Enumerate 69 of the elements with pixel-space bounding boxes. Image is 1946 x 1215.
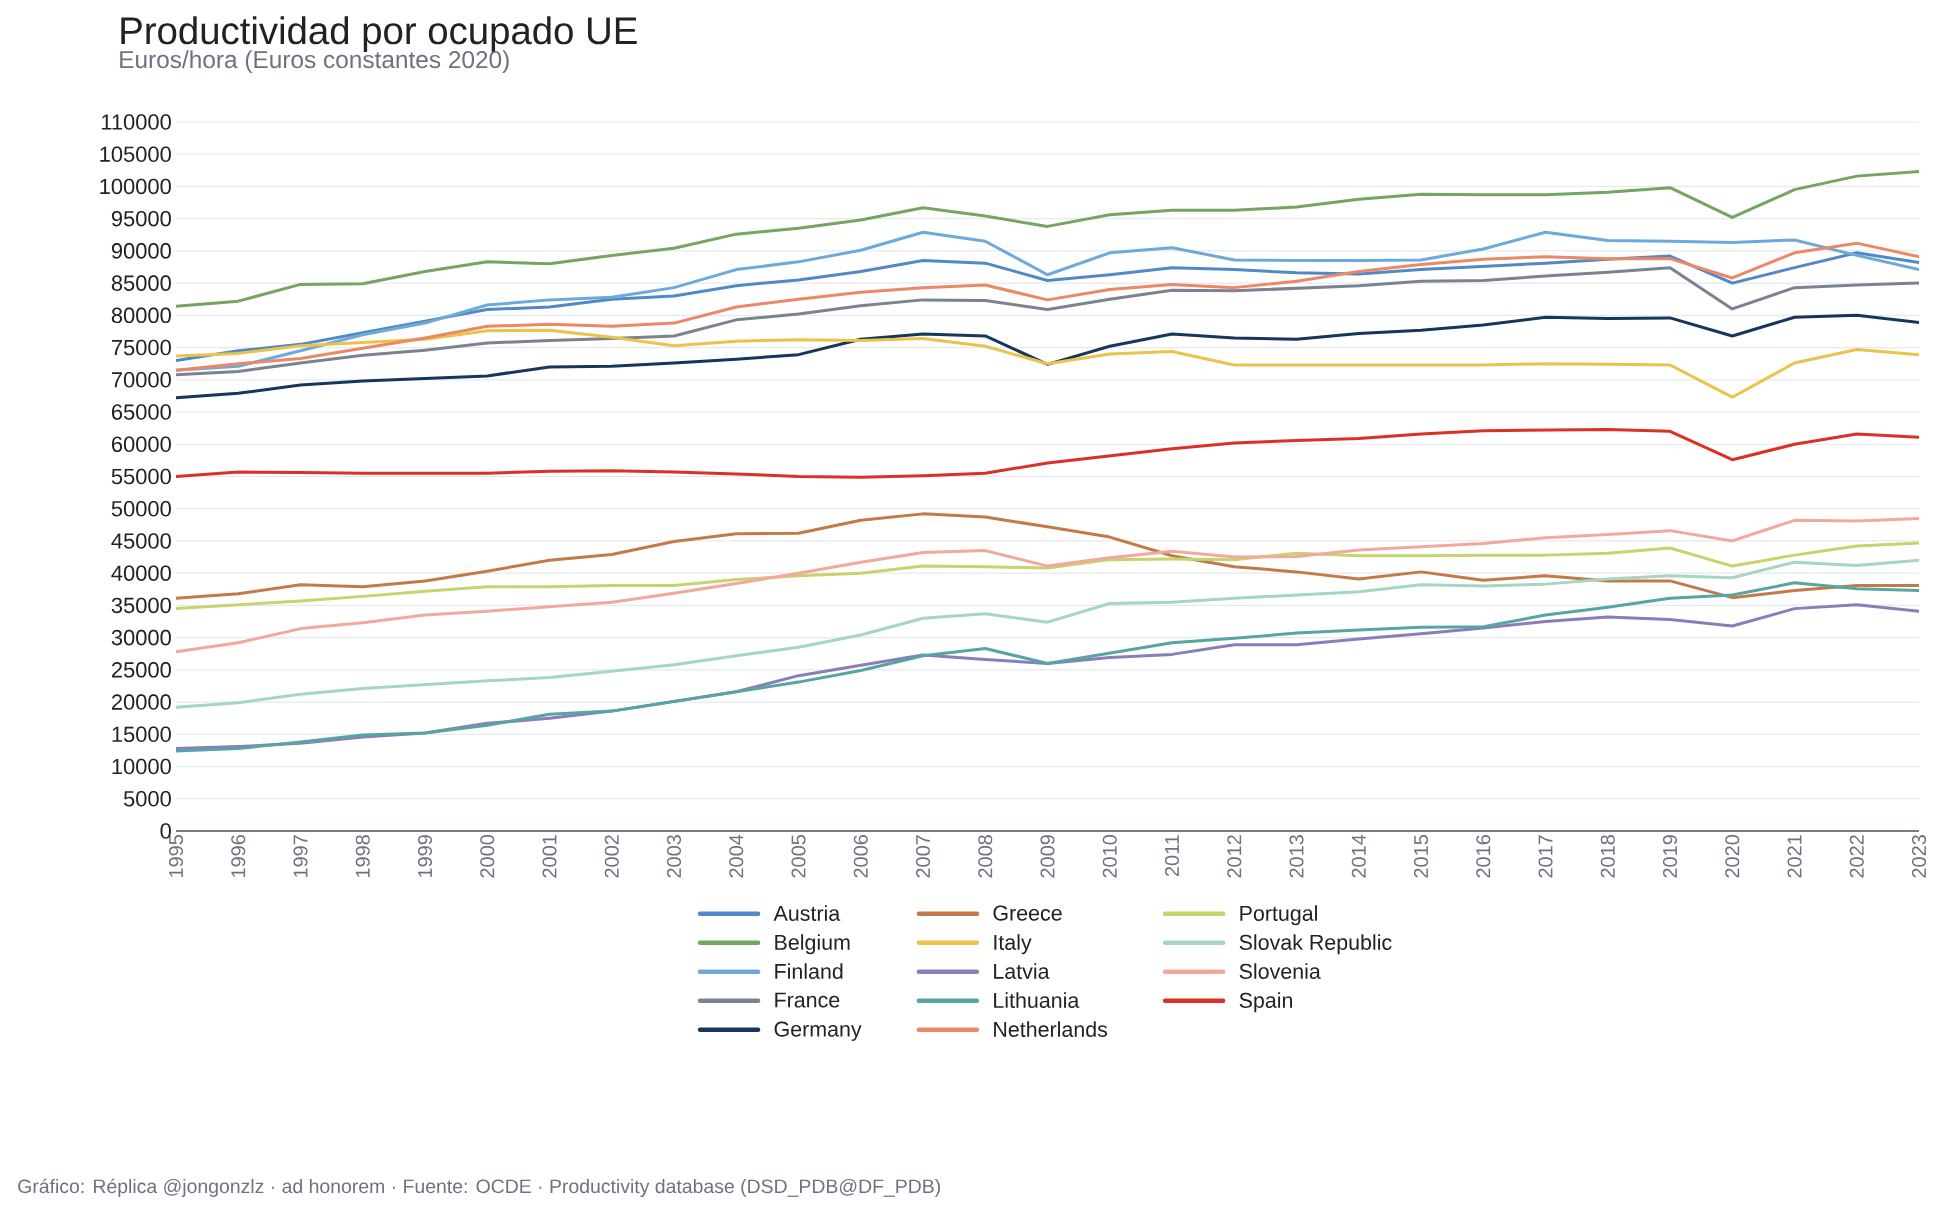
x-tick-label: 1995 bbox=[168, 835, 184, 878]
x-tick-label: 1996 bbox=[231, 835, 246, 878]
x-tick-label: 1999 bbox=[417, 835, 433, 878]
x-tick-label: 2013 bbox=[1289, 835, 1304, 878]
y-tick-label: 110000 bbox=[101, 114, 171, 130]
y-tick-label: 55000 bbox=[111, 468, 171, 485]
x-tick-label: 2007 bbox=[915, 835, 931, 878]
y-tick-label: 40000 bbox=[111, 565, 171, 581]
y-tick-label: 30000 bbox=[111, 629, 171, 646]
legend-label: Finland bbox=[775, 963, 843, 979]
x-tick-label: 2015 bbox=[1413, 835, 1429, 878]
x-tick-label: 2016 bbox=[1476, 835, 1491, 878]
y-tick-label: 100000 bbox=[100, 178, 171, 195]
y-tick-label: 80000 bbox=[111, 307, 171, 324]
legend-label: Lithuania bbox=[994, 992, 1080, 1008]
x-tick-label: 2001 bbox=[542, 835, 557, 878]
x-tick-label: 2021 bbox=[1787, 835, 1802, 878]
legend-label: Netherlands bbox=[994, 1021, 1108, 1037]
legend-label: Austria bbox=[773, 905, 841, 921]
legend-label: Germany bbox=[774, 1021, 862, 1041]
x-tick-label: 2010 bbox=[1102, 834, 1117, 878]
x-tick-label: 2005 bbox=[791, 835, 806, 878]
legend-label: Greece bbox=[993, 905, 1062, 921]
x-tick-label: 2009 bbox=[1040, 835, 1055, 878]
x-tick-label: 2019 bbox=[1662, 835, 1678, 878]
y-tick-label: 50000 bbox=[111, 500, 171, 517]
x-tick-label: 2006 bbox=[853, 835, 868, 878]
text: Gráfico: Réplica @jongonzlz · ad honorem · Fuente: OCDE · Productivity database (DSD_PDB@DF_PDB) bbox=[18, 1178, 940, 1198]
x-tick-label: 2011 bbox=[1164, 835, 1180, 877]
y-tick-label: 0 bbox=[160, 823, 171, 839]
x-tick-label: 2008 bbox=[978, 835, 993, 878]
x-tick-label: 2022 bbox=[1849, 835, 1864, 878]
legend-label: Portugal bbox=[1240, 905, 1317, 926]
legend-label: Slovenia bbox=[1239, 963, 1321, 979]
y-tick-label: 70000 bbox=[111, 372, 171, 388]
y-tick-label: 25000 bbox=[111, 662, 171, 678]
x-tick-label: 2020 bbox=[1725, 834, 1740, 878]
legend-label: Slovak Republic bbox=[1239, 934, 1392, 955]
y-tick-label: 15000 bbox=[112, 726, 171, 743]
x-tick-label: 2018 bbox=[1600, 835, 1615, 878]
legend-label: France bbox=[775, 992, 840, 1008]
y-tick-label: 5000 bbox=[123, 791, 171, 807]
y-tick-label: 90000 bbox=[111, 243, 171, 259]
y-tick-label: 75000 bbox=[111, 339, 171, 356]
x-tick-label: 2004 bbox=[729, 834, 744, 878]
legend-label: Latvia bbox=[994, 963, 1050, 979]
x-tick-label: 2014 bbox=[1351, 834, 1366, 878]
y-tick-label: 20000 bbox=[111, 694, 171, 710]
legend-label: Spain bbox=[1239, 992, 1293, 1013]
line-series bbox=[176, 170, 1920, 308]
y-tick-label: 60000 bbox=[111, 436, 171, 453]
x-tick-label: 2012 bbox=[1227, 835, 1242, 878]
line-series bbox=[176, 512, 1920, 600]
x-tick-label: 2000 bbox=[480, 834, 495, 878]
y-tick-label: 35000 bbox=[111, 597, 171, 614]
legend-label: Belgium bbox=[775, 934, 850, 955]
x-tick-label: 2023 bbox=[1911, 835, 1927, 878]
y-tick-label: 105000 bbox=[100, 146, 171, 162]
x-tick-label: 2017 bbox=[1538, 835, 1553, 878]
y-tick-label: 45000 bbox=[111, 533, 171, 549]
x-tick-label: 1998 bbox=[355, 835, 370, 878]
y-tick-label: 65000 bbox=[111, 404, 171, 420]
y-tick-label: 85000 bbox=[111, 275, 171, 291]
x-tick-label: 2002 bbox=[604, 835, 619, 878]
y-tick-label: 10000 bbox=[112, 758, 171, 775]
y-tick-label: 95000 bbox=[111, 210, 171, 227]
x-tick-label: 2003 bbox=[666, 835, 682, 878]
legend-label: Italy bbox=[994, 934, 1032, 955]
x-tick-label: 1997 bbox=[293, 835, 308, 878]
